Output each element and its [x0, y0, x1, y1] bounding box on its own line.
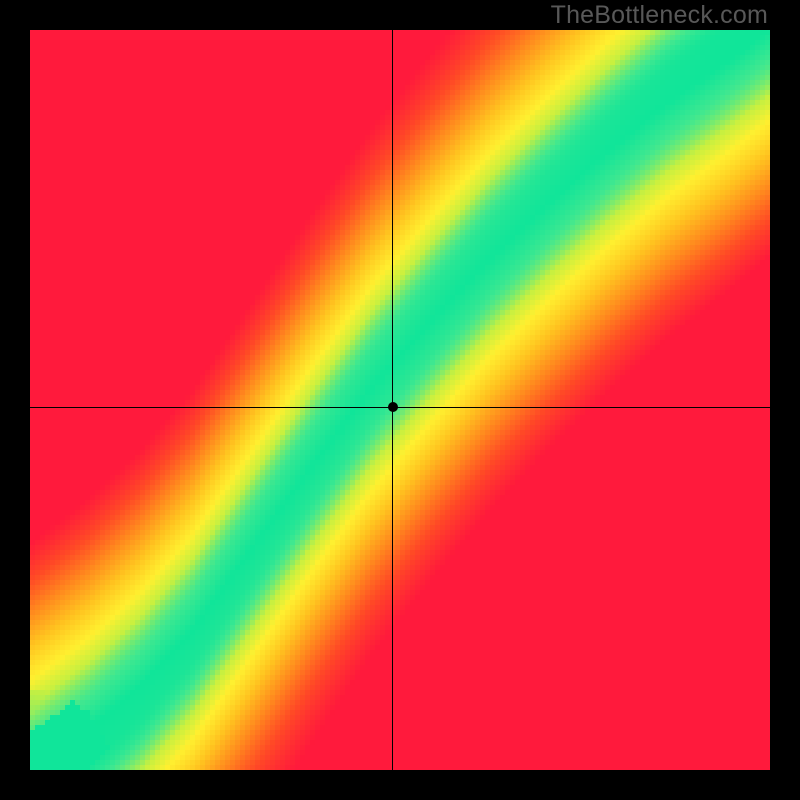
crosshair-vertical [392, 30, 393, 770]
bottleneck-heatmap [30, 30, 770, 770]
chart-stage: TheBottleneck.com [0, 0, 800, 800]
crosshair-horizontal [30, 407, 770, 408]
watermark-label: TheBottleneck.com [551, 0, 768, 30]
data-point-marker [388, 402, 398, 412]
